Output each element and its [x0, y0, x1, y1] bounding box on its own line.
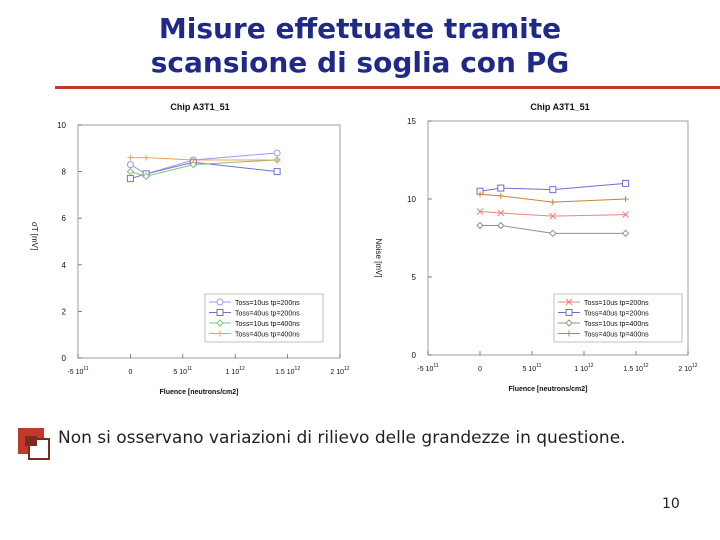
series-line	[479, 182, 626, 192]
legend-label: Toss=10us tp=200ns	[584, 300, 649, 307]
data-point	[497, 221, 505, 230]
series-1	[476, 208, 629, 220]
slide-title-line2: scansione di soglia con PG	[150, 46, 570, 79]
legend-marker	[565, 309, 573, 316]
plot-frame	[77, 124, 341, 359]
plot-frame	[427, 120, 689, 356]
series-4	[477, 191, 629, 206]
y-tick-label: 2	[62, 307, 67, 316]
legend-marker	[217, 330, 223, 337]
data-point	[274, 156, 281, 163]
data-point	[621, 229, 630, 238]
x-tick-label: 1 1012	[574, 363, 593, 373]
data-point	[549, 212, 557, 220]
data-point	[497, 192, 504, 199]
data-point	[126, 167, 135, 176]
legend-marker	[216, 309, 224, 316]
data-point	[549, 186, 557, 194]
x-tick-label: 2 1012	[330, 366, 349, 376]
y-tick-label: 10	[407, 195, 416, 204]
series-line	[130, 152, 278, 175]
x-tick-label: 5 1011	[173, 366, 192, 376]
y-axis-label: σT [mV]	[30, 222, 39, 250]
legend-label: Toss=40us tp=200ns	[235, 311, 300, 318]
y-tick-label: 15	[407, 117, 416, 126]
legend-label: Toss=10us tp=400ns	[235, 321, 300, 328]
series-2	[126, 158, 281, 183]
series-line	[130, 159, 278, 177]
data-point	[622, 211, 629, 218]
y-tick-label: 4	[62, 261, 67, 270]
legend: Toss=10us tp=200ns Toss=40us tp=200ns Toss…	[204, 293, 324, 343]
data-point	[273, 168, 281, 176]
legend-label: Toss=40us tp=400ns	[584, 332, 649, 339]
y-tick-label: 0	[62, 354, 67, 363]
series-line	[479, 193, 626, 203]
series-line	[479, 210, 626, 217]
data-point	[189, 160, 197, 169]
data-point	[497, 209, 505, 217]
data-point	[127, 154, 134, 161]
data-point	[622, 196, 629, 202]
bullet-text: Non si osservano variazioni di rilievo d…	[58, 428, 626, 448]
x-tick-label: 1 1012	[226, 366, 245, 376]
y-tick-label: 0	[412, 351, 417, 360]
legend-marker	[566, 330, 572, 337]
title-underline	[55, 86, 720, 89]
data-point	[126, 175, 134, 183]
y-tick-label: 10	[57, 121, 66, 130]
data-point	[477, 191, 483, 198]
legend: Toss=10us tp=200ns Toss=40us tp=200ns Toss…	[553, 293, 683, 343]
legend-label: Toss=40us tp=400ns	[235, 332, 300, 339]
x-axis-label: Fluence [neutrons/cm2]	[160, 389, 239, 396]
chart-right: Chip A3T1_51 0 5 10 15 -5 1011 0 5 1011 1 1012 1.…	[368, 96, 718, 401]
legend-label: Toss=10us tp=200ns	[235, 300, 300, 307]
series-4	[127, 154, 281, 163]
x-tick-label: 0	[128, 369, 132, 376]
legend-marker	[565, 319, 573, 327]
series-line	[130, 157, 278, 161]
data-point	[476, 208, 484, 215]
x-axis-label: Fluence [neutrons/cm2]	[509, 386, 588, 393]
x-tick-label: 1.5 1012	[275, 366, 300, 376]
x-tick-label: 5 1011	[523, 363, 542, 373]
data-point	[126, 161, 134, 169]
data-point	[497, 184, 505, 192]
x-tick-label: 0	[478, 366, 482, 373]
data-point	[476, 221, 484, 230]
chart-left: Chip A3T1_51 0 2 4 6 8 10 -5 1011 0 5 1011 1 1012 1…	[10, 96, 360, 401]
slide-title: Misure effettuate tramite scansione di s…	[0, 12, 720, 80]
legend-marker	[216, 298, 224, 306]
x-tick-label: -5 1011	[417, 363, 438, 373]
data-point	[142, 172, 150, 180]
data-point	[190, 156, 197, 163]
legend-marker	[565, 298, 573, 306]
chart-title: Chip A3T1_51	[530, 102, 589, 112]
data-point	[143, 154, 150, 161]
data-point	[622, 179, 630, 187]
series-line	[130, 161, 278, 180]
data-point	[549, 199, 556, 206]
legend-label: Toss=40us tp=200ns	[584, 311, 649, 318]
series-2	[476, 179, 630, 195]
chart-title: Chip A3T1_51	[170, 102, 229, 112]
slide-title-line1: Misure effettuate tramite	[158, 12, 562, 45]
x-tick-label: 2 1012	[678, 363, 697, 373]
series-3	[476, 221, 630, 238]
data-point	[273, 149, 281, 157]
y-tick-label: 6	[62, 214, 67, 223]
series-line	[480, 225, 626, 234]
y-axis-label: Noise [mV]	[374, 238, 383, 277]
x-tick-label: 1.5 1012	[623, 363, 648, 373]
y-tick-label: 8	[62, 168, 67, 177]
legend-label: Toss=10us tp=400ns	[584, 321, 649, 328]
bullet-icon	[18, 428, 50, 460]
y-tick-label: 5	[412, 273, 417, 282]
legend-marker	[216, 319, 224, 327]
page-number: 10	[662, 496, 680, 512]
data-point	[549, 229, 557, 238]
x-tick-label: -5 1011	[67, 366, 88, 376]
